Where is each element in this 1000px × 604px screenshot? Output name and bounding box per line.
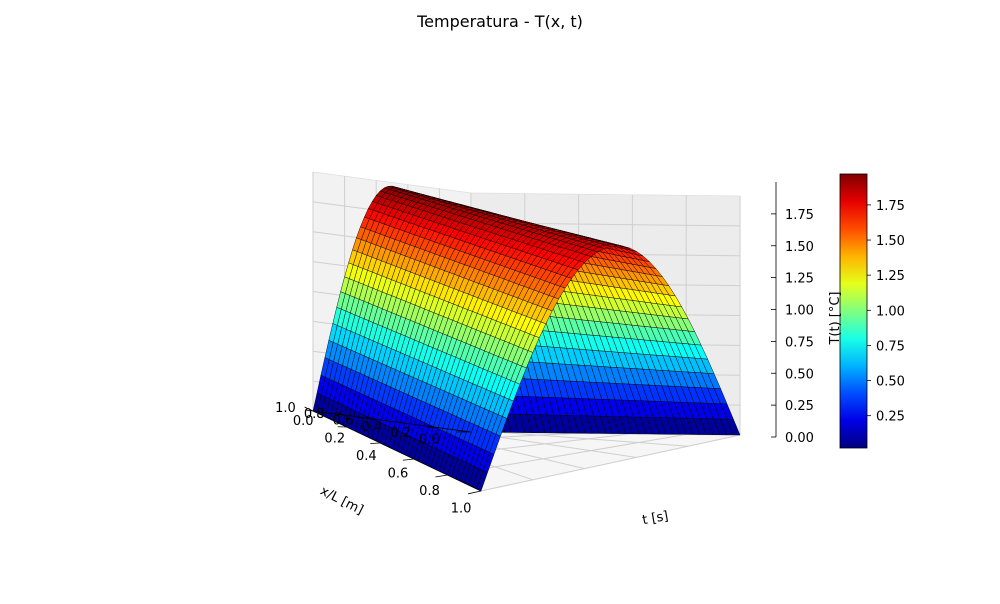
t-tick-label: 0.8 (419, 484, 440, 499)
t-axis-label: t [s] (641, 509, 669, 528)
colorbar-fill (840, 174, 867, 448)
colorbar-tick-label: 1.25 (876, 269, 905, 284)
x-axis-label: x/L [m] (318, 484, 366, 518)
z-tick-label: 1.50 (785, 240, 814, 255)
t-tick (435, 475, 447, 477)
x-tick-label: 0.2 (390, 426, 411, 441)
t-tick-label: 1.0 (451, 502, 472, 517)
t-tick (403, 459, 414, 460)
t-tick (468, 491, 481, 494)
x-tick-label: 0.4 (361, 420, 382, 435)
colorbar-tick-label: 0.25 (876, 410, 905, 425)
x-tick-label: 0.6 (333, 414, 354, 429)
colorbar: 0.25 0.50 0.75 1.00 1.25 1.50 1.75 T(t) [°C] (828, 174, 905, 448)
z-tick-label: 1.00 (785, 304, 814, 319)
z-tick-label: 1.25 (785, 272, 814, 287)
x-tick-label: 0.0 (419, 433, 440, 448)
z-tick-label: 1.75 (785, 208, 814, 223)
z-tick-label: 0.00 (785, 431, 814, 446)
z-tick-label: 0.25 (785, 399, 814, 414)
z-tick-label: 0.50 (785, 367, 814, 382)
t-tick-label: 0.2 (324, 431, 345, 446)
z-tick-label: 0.75 (785, 335, 814, 350)
colorbar-tick-label: 0.75 (876, 339, 905, 354)
colorbar-label: T(t) [°C] (828, 291, 843, 345)
t-tick-label: 0.0 (293, 414, 314, 429)
colorbar-tick-label: 1.75 (876, 199, 905, 214)
colorbar-tick-label: 1.00 (876, 304, 905, 319)
chart-title: Temperatura - T(x, t) (0, 12, 1000, 31)
colorbar-tick-label: 0.50 (876, 375, 905, 390)
t-tick-label: 0.4 (356, 449, 377, 464)
colorbar-tick-label: 1.50 (876, 234, 905, 249)
t-tick-label: 0.6 (388, 467, 409, 482)
